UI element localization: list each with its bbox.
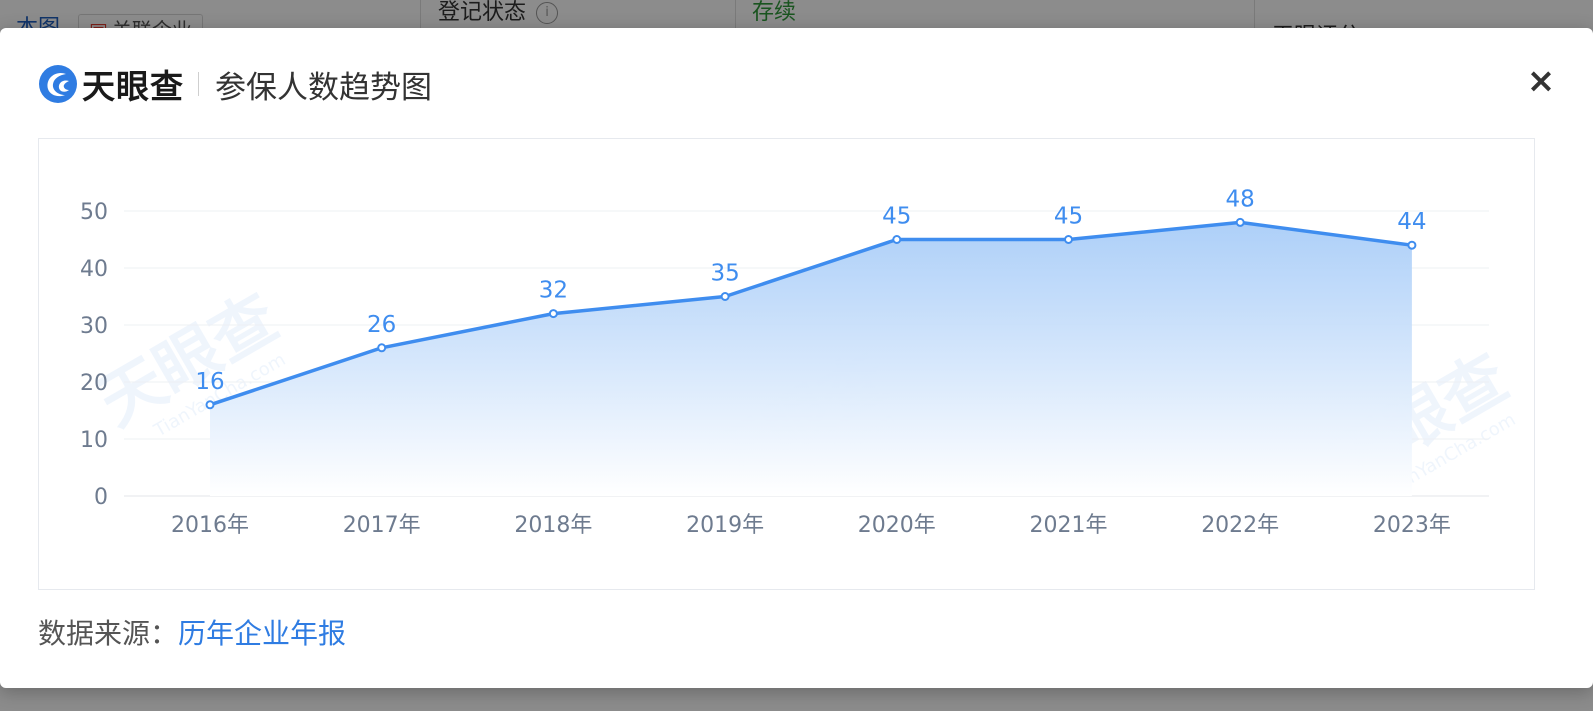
close-button[interactable]: × [1526,61,1556,101]
background-divider [735,0,736,40]
insured-trend-chart: 天眼查TianYanCha.com天眼查TianYanCha.com天眼查Tia… [80,186,1520,538]
y-tick-label: 0 [94,485,108,510]
info-icon: i [536,2,559,24]
x-tick-label: 2022年 [1201,513,1279,538]
data-point [1064,235,1073,244]
data-point [1235,217,1245,227]
x-tick-label: 2016年 [171,513,249,538]
data-point [720,292,730,301]
data-label: 44 [1397,209,1426,235]
y-tick-label: 50 [80,200,108,225]
y-tick-label: 10 [80,428,108,453]
background-divider [420,0,421,40]
modal-header: 天眼查 参保人数趋势图 [38,62,432,106]
source-label: 数据来源： [38,617,179,650]
background-status-value: 存续 [752,0,797,25]
chart-modal: 天眼查 参保人数趋势图 × 天眼查 TianYanCha.com 天眼查 TianYa… [0,28,1593,688]
logo-text: 天眼查 [82,67,184,106]
x-tick-label: 2019年 [686,513,764,538]
x-tick-label: 2021年 [1030,513,1108,538]
data-point [892,235,902,244]
y-tick-label: 40 [80,257,108,282]
data-label: 45 [1054,204,1083,230]
background-status-label: 登记状态 i [438,0,559,26]
y-tick-label: 20 [80,371,108,396]
data-label: 35 [710,261,739,287]
x-tick-label: 2023年 [1373,513,1451,538]
data-source: 数据来源：历年企业年报 [38,612,346,652]
series-area [210,222,1412,496]
data-point [548,309,558,319]
data-label: 26 [367,312,396,338]
modal-title: 参保人数趋势图 [215,69,432,106]
data-label: 32 [539,278,568,304]
series-line [209,220,1413,407]
x-tick-label: 2020年 [858,513,936,538]
chart-container: 天眼查TianYanCha.com天眼查TianYanCha.com天眼查Tia… [38,138,1535,590]
header-divider [198,72,199,96]
background-divider [1254,0,1255,40]
data-point [377,343,387,353]
data-point [1407,240,1417,250]
data-label: 48 [1226,186,1255,212]
y-tick-label: 30 [80,314,108,339]
source-link[interactable]: 历年企业年报 [178,617,347,650]
logo-icon [39,65,77,103]
data-point [205,400,215,410]
data-label: 45 [882,204,911,230]
tianyancha-logo: 天眼查 [38,60,184,108]
x-tick-label: 2018年 [514,513,592,538]
x-tick-label: 2017年 [343,513,421,538]
data-label: 16 [195,369,224,395]
